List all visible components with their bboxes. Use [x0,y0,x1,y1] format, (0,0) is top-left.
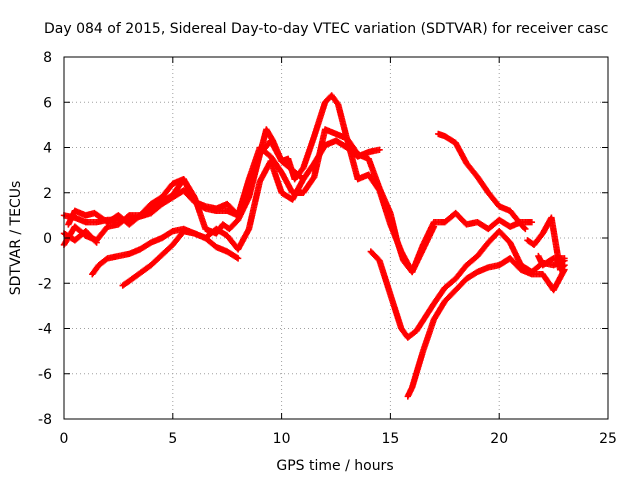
x-axis-label: GPS time / hours [276,458,393,474]
y-tick-label: 8 [43,50,52,66]
data-series [60,92,568,400]
series-4 [60,228,100,246]
y-tick-label: 4 [43,141,52,157]
x-tick-label: 15 [381,431,399,447]
y-tick-label: 2 [43,186,52,202]
axis-ticks [63,56,609,420]
x-tick-label: 0 [60,431,69,447]
y-axis-label: SDTVAR / TECUs [8,181,24,296]
series-1 [60,126,383,226]
chart-title: Day 084 of 2015, Sidereal Day-to-day VTE… [44,21,608,37]
data-point [560,263,567,270]
y-tick-label: -8 [38,412,52,428]
series-9 [435,130,529,233]
data-point [300,175,307,183]
x-tick-label: 10 [273,431,291,447]
data-point [522,225,529,233]
y-tick-label: -6 [38,367,52,383]
series-7 [367,228,568,341]
data-point [528,218,536,226]
y-tick-label: -4 [38,322,52,338]
data-point [92,238,99,245]
series-6 [119,157,307,289]
data-point [93,239,100,246]
x-tick-label: 25 [599,431,617,447]
y-tick-label: -2 [38,276,52,292]
data-point [561,255,568,262]
y-tick-label: 6 [43,95,52,111]
data-point [521,224,528,232]
grid [64,57,608,419]
data-point [430,223,438,230]
series-11 [535,252,568,269]
data-point [234,255,242,262]
y-tick-label: 0 [43,231,52,247]
data-point [376,146,383,153]
data-point [561,261,568,269]
x-tick-label: 5 [168,431,177,447]
series-10 [524,214,568,273]
x-tick-label: 20 [490,431,508,447]
series-8 [404,255,568,400]
tick-labels: 0 5 10 15 20 25 -8 -6 -4 -2 0 2 4 6 8 [38,50,617,447]
